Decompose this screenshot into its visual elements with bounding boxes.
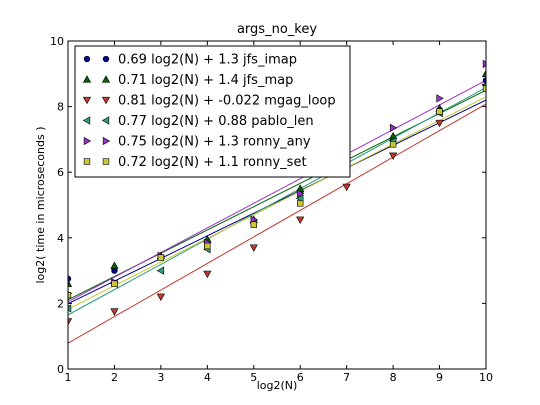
point-series-6 <box>436 108 443 115</box>
point-series-3 <box>389 152 398 161</box>
point-series-2 <box>481 69 486 77</box>
point-series-3 <box>156 293 165 302</box>
legend-marker-1 <box>83 55 91 63</box>
point-series-6 <box>297 200 304 207</box>
point-series-6 <box>157 254 165 261</box>
legend-label-2: 0.71 log2(N) + 1.4 jfs_map <box>118 73 293 88</box>
legend-marker-2 <box>82 75 92 83</box>
x-tick-label: 7 <box>343 371 350 384</box>
fit-line-series-3 <box>68 103 486 344</box>
x-tick-label: 2 <box>111 371 118 384</box>
legend-marker-3 <box>82 96 92 105</box>
x-tick-label: 1 <box>65 371 72 384</box>
legend-box <box>74 45 351 178</box>
point-series-5 <box>389 123 398 133</box>
point-series-6 <box>111 280 118 287</box>
x-tick-label: 8 <box>390 371 397 384</box>
point-series-3 <box>68 318 73 326</box>
legend-label-5: 0.75 log2(N) + 1.3 ronny_any <box>118 135 311 150</box>
point-series-5 <box>482 59 486 69</box>
legend-marker-1 <box>102 55 110 63</box>
y-tick-label: 0 <box>57 363 64 376</box>
plot-area <box>68 59 486 344</box>
point-series-3 <box>296 216 305 224</box>
point-series-3 <box>203 270 212 279</box>
point-series-6 <box>389 141 397 148</box>
point-series-4 <box>156 266 165 275</box>
legend-label-1: 0.69 log2(N) + 1.3 jfs_imap <box>118 53 297 68</box>
axes: 1 2 3 4 5 6 7 8 9 10 0 2 4 6 8 10 <box>50 35 493 384</box>
legend: 0.69 log2(N) + 1.3 jfs_imap 0.71 log2(N) … <box>74 45 351 178</box>
fit-line-series-6 <box>68 96 486 310</box>
fit-line-series-4 <box>68 87 486 316</box>
legend-marker-5 <box>83 136 92 146</box>
x-tick-label: 10 <box>479 371 493 384</box>
point-series-6 <box>250 221 257 228</box>
point-series-3 <box>110 308 119 316</box>
y-tick-label: 8 <box>57 101 64 114</box>
chart-title: args_no_key <box>237 22 317 37</box>
fit-line-series-1 <box>68 99 486 305</box>
point-series-3 <box>249 244 258 252</box>
fit-line-series-5 <box>68 79 486 303</box>
legend-label-4: 0.77 log2(N) + 0.88 pablo_len <box>118 114 314 129</box>
x-tick-label: 4 <box>204 371 211 384</box>
legend-marker-6 <box>83 158 91 165</box>
point-series-3 <box>435 119 444 128</box>
y-axis-title: log2( time in microseconds ) <box>34 126 47 283</box>
point-series-5 <box>436 94 444 103</box>
legend-marker-6 <box>102 158 110 165</box>
legend-marker-5 <box>102 136 111 146</box>
point-series-3 <box>342 183 351 192</box>
x-tick-label: 6 <box>297 371 304 384</box>
y-tick-label: 10 <box>50 35 64 48</box>
legend-marker-3 <box>101 96 111 105</box>
x-axis-title: log2(N) <box>257 379 298 392</box>
x-tick-label: 3 <box>157 371 164 384</box>
legend-marker-2 <box>101 75 111 83</box>
fit-lines <box>68 79 486 344</box>
plot-frame <box>67 40 487 370</box>
point-series-6 <box>204 242 211 250</box>
point-series-4 <box>68 304 72 313</box>
legend-label-3: 0.81 log2(N) + -0.022 mgag_loop <box>118 94 336 109</box>
legend-marker-4 <box>101 116 110 125</box>
x-tick-label: 9 <box>436 371 443 384</box>
point-series-2 <box>68 279 73 287</box>
point-series-5 <box>297 189 305 198</box>
legend-label-6: 0.72 log2(N) + 1.1 ronny_set <box>118 155 307 170</box>
y-tick-label: 2 <box>57 297 64 310</box>
y-tick-label: 6 <box>57 166 64 179</box>
legend-marker-4 <box>82 116 91 125</box>
x-tick-label: 5 <box>250 371 257 384</box>
point-series-2 <box>110 261 119 269</box>
y-tick-label: 4 <box>57 232 64 245</box>
